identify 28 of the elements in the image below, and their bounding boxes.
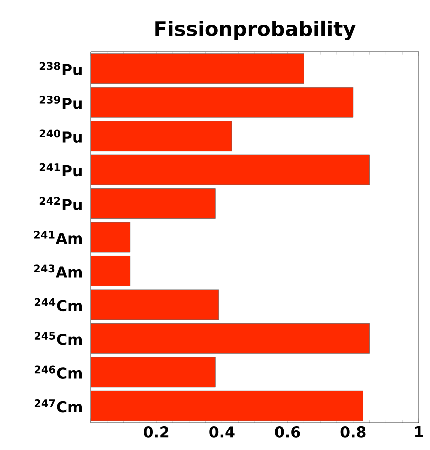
y-tick-label: $^{241}$Pu <box>40 163 82 177</box>
y-tick-label: $^{239}$Pu <box>40 96 82 110</box>
x-tick-label: 0.4 <box>210 426 235 438</box>
x-tick-label: 0.8 <box>340 426 366 438</box>
bar <box>91 222 131 253</box>
chart-title: Fissionprobability <box>156 20 356 40</box>
x-tick-label: 1 <box>415 426 424 438</box>
bar <box>91 357 216 388</box>
y-tick-label: $^{238}$Pu <box>40 62 82 76</box>
y-tick-label: $^{247}$Cm <box>34 400 82 413</box>
y-tick-label: $^{243}$Am <box>34 264 82 278</box>
bar <box>91 54 304 84</box>
y-tick-label: $^{245}$Cm <box>34 332 82 346</box>
bar <box>91 121 232 152</box>
y-tick-label: $^{244}$Cm <box>34 298 82 312</box>
y-tick-label: $^{246}$Cm <box>34 366 82 380</box>
bar <box>91 390 364 422</box>
x-tick-label: 0.2 <box>144 426 169 438</box>
bar <box>91 87 354 118</box>
bar <box>91 256 131 286</box>
bar <box>91 290 220 320</box>
y-tick-label: $^{241}$Am <box>34 230 82 244</box>
bar <box>91 323 370 354</box>
x-tick-label: 0.6 <box>275 426 300 438</box>
y-tick-label: $^{242}$Pu <box>40 197 82 210</box>
y-tick-label: $^{240}$Pu <box>40 130 82 143</box>
bar <box>91 188 216 219</box>
bar <box>91 154 370 186</box>
